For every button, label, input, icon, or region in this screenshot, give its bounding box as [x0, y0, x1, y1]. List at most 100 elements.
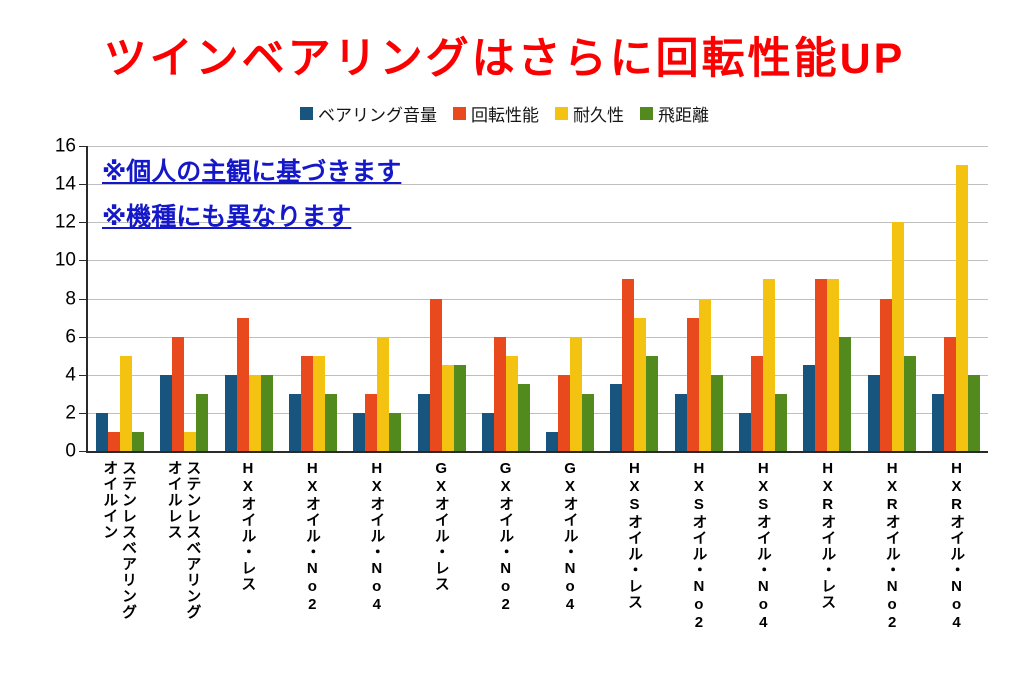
x-axis-label-text: HXSオイル・No2 — [690, 460, 708, 632]
bar-group — [795, 146, 859, 451]
x-axis-label: オイルイン ステンレスベアリング — [86, 453, 150, 696]
bar — [610, 384, 623, 451]
x-axis-label: HXRオイル・レス — [795, 453, 859, 696]
bar — [815, 279, 828, 451]
annotations: ※個人の主観に基づきます ※機種にも異なります — [102, 152, 401, 242]
x-axis-label-text: HXRオイル・No2 — [883, 460, 901, 632]
gridline — [88, 260, 988, 262]
x-axis-label: HXオイル・レス — [215, 453, 279, 696]
bar — [248, 374, 261, 451]
bar — [236, 317, 249, 451]
x-axis-label-text: GXオイル・レス — [432, 460, 450, 592]
x-axis-label-text: HXオイル・No2 — [303, 460, 321, 614]
bar-group — [88, 146, 152, 451]
y-axis-tick-label: 10 — [54, 249, 76, 271]
bar — [867, 374, 880, 451]
bar — [750, 355, 763, 451]
bar — [224, 374, 237, 451]
bar — [517, 384, 530, 451]
x-axis-label: HXRオイル・No2 — [859, 453, 923, 696]
y-axis-tick — [79, 412, 86, 414]
legend-label: 飛距離 — [658, 106, 709, 125]
bar — [546, 431, 559, 451]
legend-label: 耐久性 — [573, 106, 624, 125]
bar — [172, 336, 185, 451]
bar — [300, 355, 313, 451]
x-axis-label-text: GXオイル・No4 — [561, 460, 579, 614]
y-axis-tick-label: 8 — [65, 288, 76, 309]
bar — [903, 355, 916, 451]
x-axis-label-text: HXSオイル・No4 — [754, 460, 772, 632]
x-axis-labels: オイルイン ステンレスベアリング オイルレス ステンレスベアリング HXオイル・レス… — [86, 453, 988, 696]
x-axis-label-text: オイルレス ステンレスベアリング — [165, 460, 202, 620]
bar — [132, 431, 145, 451]
bar — [634, 317, 647, 451]
y-axis-tick — [79, 374, 86, 376]
bar — [481, 412, 494, 451]
bar — [96, 412, 109, 451]
bar — [967, 374, 980, 451]
bar — [324, 393, 337, 451]
y-axis-tick — [79, 336, 86, 338]
chart-title: ツインベアリングはさらに回転性能UP — [103, 35, 906, 83]
gridline — [88, 374, 988, 376]
bar-group — [152, 146, 216, 451]
y-axis-tick — [79, 222, 86, 224]
bar — [762, 279, 775, 451]
x-axis-label: HXRオイル・No4 — [923, 453, 987, 696]
y-axis-tick — [79, 146, 86, 147]
legend-swatch — [300, 107, 313, 120]
x-axis-label: HXSオイル・レス — [601, 453, 665, 696]
y-axis-tick — [79, 451, 86, 452]
plot-area: 0 2 4 6 8 10 12 14 16 ※個人の主観に基づきます ※機種にも異なります — [55, 137, 988, 461]
x-axis-label-text: HXSオイル・レス — [625, 460, 643, 610]
grid-layer: 0 2 4 6 8 10 12 14 16 — [55, 137, 988, 461]
bar — [774, 393, 787, 451]
bar — [196, 393, 209, 451]
legend-item: 飛距離 — [640, 101, 709, 126]
bar — [827, 279, 840, 451]
bar-group — [924, 146, 988, 451]
bar — [108, 431, 121, 451]
bar — [622, 279, 635, 451]
bar — [160, 374, 173, 451]
bar-group — [859, 146, 923, 451]
bar — [646, 355, 659, 451]
y-axis-tick-label: 6 — [65, 326, 76, 348]
y-axis-tick-label: 16 — [54, 135, 76, 157]
legend-swatch — [453, 107, 466, 120]
gridline — [88, 298, 988, 300]
x-axis-label: GXオイル・レス — [408, 453, 472, 696]
legend-swatch — [555, 107, 568, 120]
bar — [582, 393, 595, 451]
legend-label: ベアリング音量 — [318, 106, 437, 125]
x-axis-label: HXオイル・No2 — [279, 453, 343, 696]
x-axis-label: GXオイル・No2 — [473, 453, 537, 696]
bar-group — [345, 146, 409, 451]
annotation-line-1: ※個人の主観に基づきます — [102, 158, 402, 186]
legend: ベアリング音量 回転性能 耐久性 飛距離 — [0, 101, 1009, 126]
legend-swatch — [640, 107, 653, 120]
bar — [738, 412, 751, 451]
bar-group — [538, 146, 602, 451]
bar-group — [281, 146, 345, 451]
bar — [453, 365, 466, 451]
bar — [365, 393, 378, 451]
y-axis-tick-label: 2 — [65, 402, 76, 424]
bar — [184, 431, 197, 451]
bar-group — [409, 146, 473, 451]
x-axis-label: HXSオイル・No2 — [666, 453, 730, 696]
bar — [389, 412, 402, 451]
bar-group — [474, 146, 538, 451]
gridline — [88, 184, 988, 186]
y-axis-tick — [79, 298, 86, 300]
legend-item: 耐久性 — [555, 101, 624, 126]
bar — [891, 222, 904, 451]
bar — [288, 393, 301, 451]
gridline — [88, 412, 988, 414]
bar — [353, 412, 366, 451]
bar — [674, 393, 687, 451]
bar — [686, 317, 699, 451]
bar-group — [667, 146, 731, 451]
